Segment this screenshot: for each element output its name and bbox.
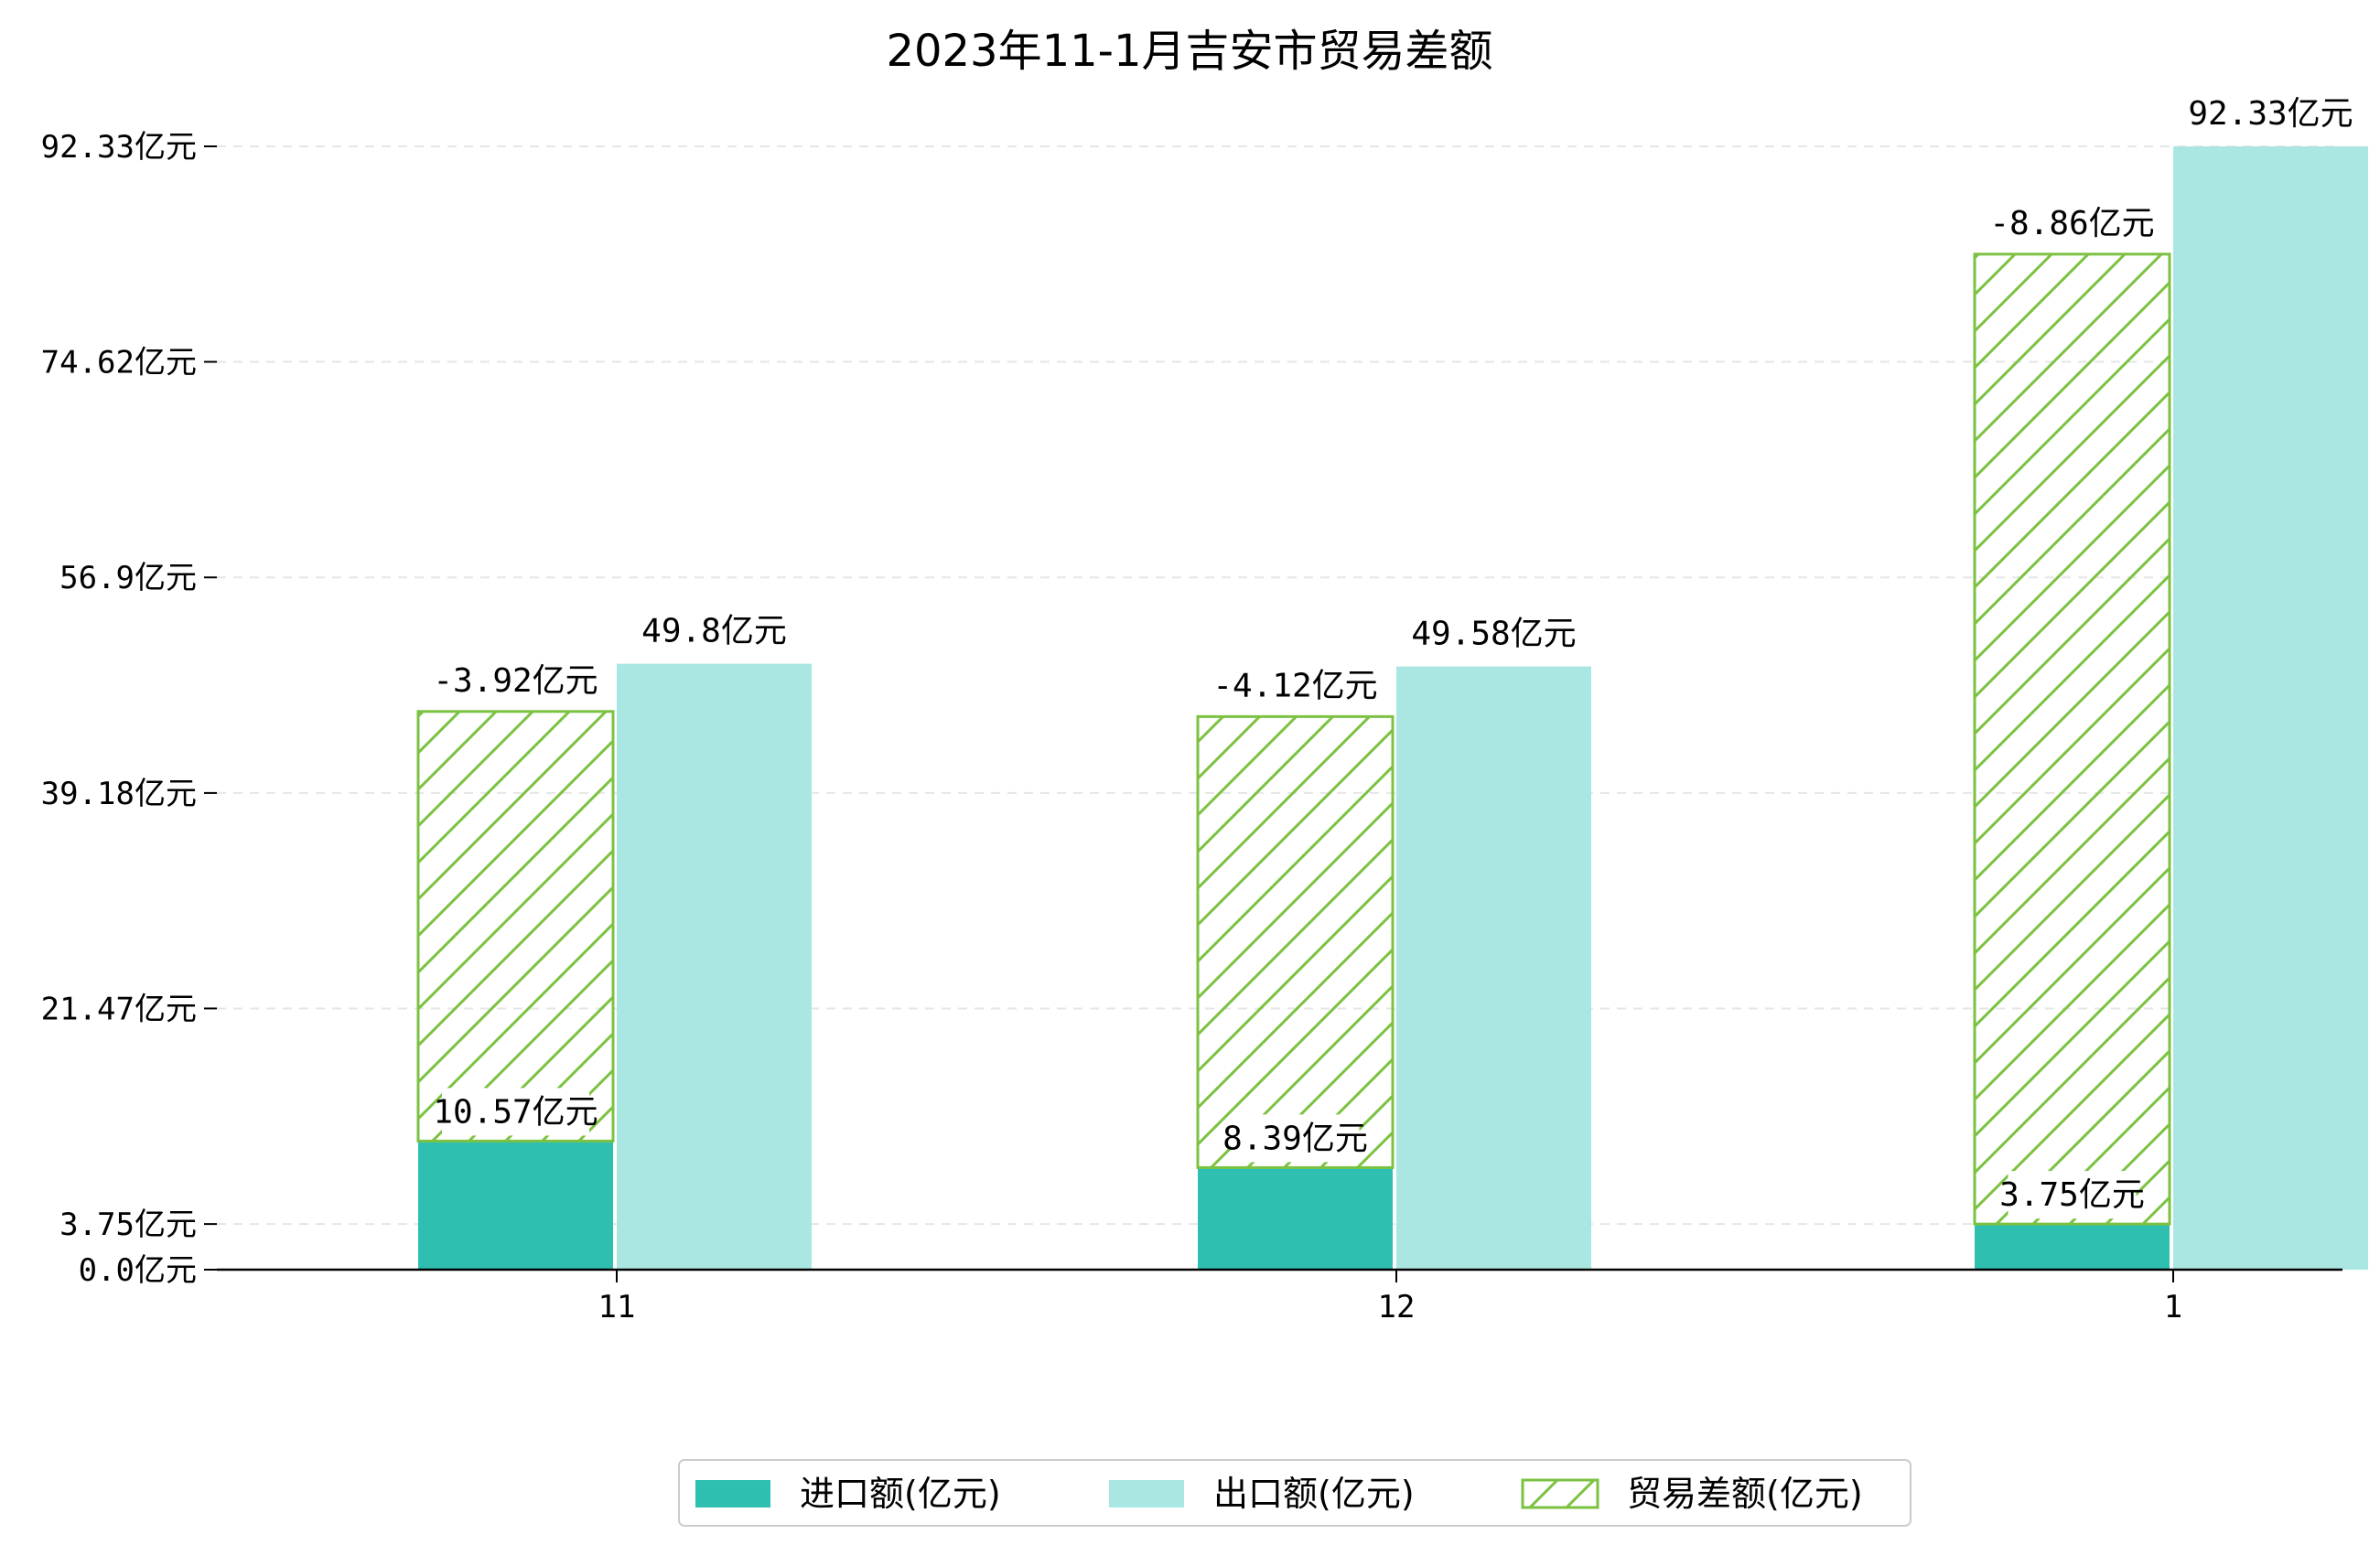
import-bar bbox=[418, 1141, 613, 1270]
y-tick-label: 92.33亿元 bbox=[41, 129, 197, 166]
legend-import-label: 进口额(亿元) bbox=[800, 1474, 1001, 1514]
legend-box bbox=[678, 1459, 1912, 1527]
export-value-label-bg bbox=[650, 606, 779, 655]
import-value-label-bg bbox=[1231, 1114, 1360, 1163]
balance-bar bbox=[1196, 714, 1395, 1169]
y-tick-label: 39.18亿元 bbox=[41, 776, 197, 812]
chart-title: 2023年11-1月吉安市贸易差额 bbox=[886, 26, 1492, 77]
export-value-label: 49.58亿元 bbox=[1411, 616, 1576, 653]
y-tick-label: 74.62亿元 bbox=[41, 345, 197, 381]
y-tick-label: 0.0亿元 bbox=[79, 1252, 197, 1289]
export-value-label-bg bbox=[1420, 609, 1567, 658]
y-tick-label: 3.75亿元 bbox=[59, 1207, 197, 1243]
import-value-label: 10.57亿元 bbox=[433, 1093, 598, 1131]
import-bar bbox=[1198, 1167, 1393, 1270]
import-value-label: 3.75亿元 bbox=[1999, 1176, 2145, 1214]
export-value-label: 49.8亿元 bbox=[641, 613, 787, 650]
balance-value-label: -4.12亿元 bbox=[1212, 667, 1377, 704]
balance-value-label: -8.86亿元 bbox=[1989, 205, 2154, 242]
legend-import-swatch bbox=[695, 1480, 770, 1507]
y-tick-label: 56.9亿元 bbox=[59, 560, 197, 596]
import-value-label-bg bbox=[442, 1088, 589, 1136]
balance-bar bbox=[416, 710, 615, 1143]
export-bar bbox=[1396, 666, 1591, 1270]
legend-export-label: 出口额(亿元) bbox=[1213, 1474, 1415, 1514]
balance-value-label-bg bbox=[1222, 661, 1369, 710]
export-value-label: 92.33亿元 bbox=[2188, 95, 2353, 133]
import-value-label: 8.39亿元 bbox=[1222, 1120, 1368, 1157]
export-bar bbox=[617, 663, 812, 1270]
import-value-label-bg bbox=[2008, 1171, 2137, 1219]
x-tick-label: 1 bbox=[2164, 1289, 2182, 1325]
legend: 进口额(亿元) 出口额(亿元) 贸易差额(亿元) bbox=[678, 1459, 1912, 1527]
legend-export-swatch bbox=[1109, 1480, 1184, 1507]
balance-value-label-bg bbox=[1998, 198, 2146, 247]
balance-value-label-bg bbox=[442, 656, 589, 704]
import-bar bbox=[1975, 1224, 2170, 1270]
legend-balance-label: 贸易差额(亿元) bbox=[1627, 1474, 1863, 1514]
legend-balance-swatch bbox=[1521, 1478, 1599, 1509]
x-tick-label: 12 bbox=[1378, 1289, 1416, 1325]
y-tick-label: 21.47亿元 bbox=[41, 991, 197, 1027]
export-value-label-bg bbox=[2197, 90, 2344, 137]
export-bar bbox=[2173, 146, 2368, 1270]
balance-value-label: -3.92亿元 bbox=[433, 662, 598, 700]
x-tick-label: 11 bbox=[598, 1289, 636, 1325]
balance-bar bbox=[1973, 252, 2171, 1226]
